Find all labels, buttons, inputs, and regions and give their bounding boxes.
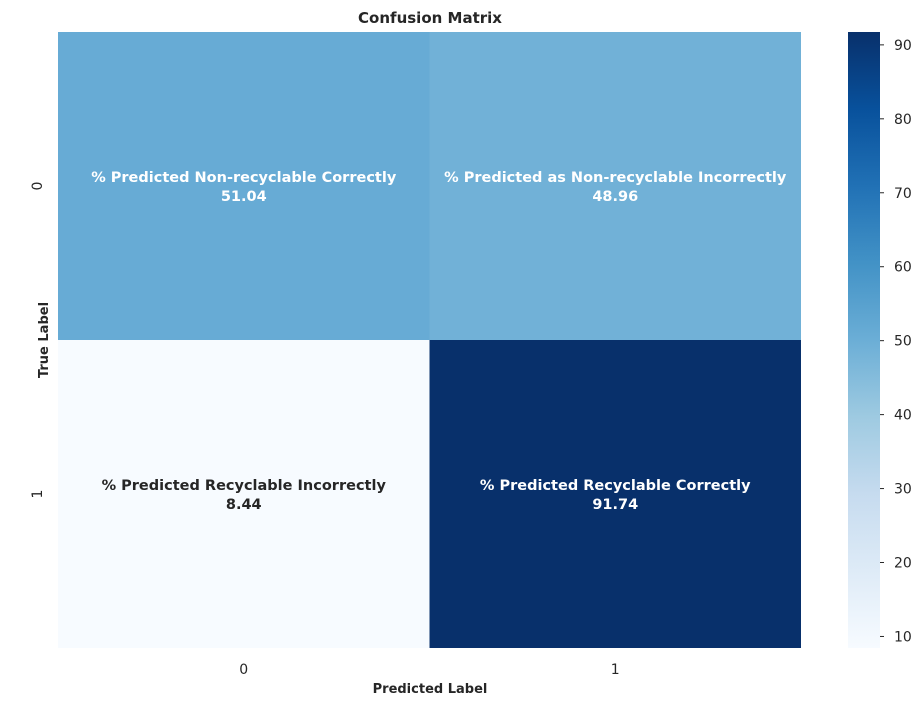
colorbar [848, 32, 880, 648]
heatmap-cell-0-1 [429, 32, 801, 340]
cell-label: % Predicted as Non-recyclable Incorrectl… [444, 170, 787, 186]
cell-label: % Predicted Non-recyclable Correctly [91, 170, 397, 186]
colorbar-tick-label: 80 [894, 112, 912, 128]
colorbar-tick-label: 70 [894, 186, 912, 202]
colorbar-tick-label: 50 [894, 334, 912, 350]
colorbar-tick-label: 60 [894, 260, 912, 276]
cell-value: 48.96 [592, 189, 638, 205]
colorbar-tick-label: 10 [894, 629, 912, 645]
colorbar-tick-label: 30 [894, 482, 912, 498]
y-tick-label: 1 [30, 490, 46, 499]
cell-value: 51.04 [221, 189, 267, 205]
cell-value: 91.74 [592, 497, 638, 513]
x-tick-label: 0 [239, 662, 248, 678]
y-axis-label: True Label [37, 302, 52, 378]
cell-value: 8.44 [226, 497, 262, 513]
colorbar-tick-label: 40 [894, 408, 912, 424]
colorbar-tick-labels: 10 20 30 40 50 60 70 80 90 [880, 38, 912, 645]
colorbar-tick-label: 20 [894, 556, 912, 572]
colorbar-tick-label: 90 [894, 38, 912, 54]
x-axis-label: Predicted Label [373, 682, 488, 697]
heatmap-cells: % Predicted Non-recyclable Correctly 51.0… [58, 32, 801, 648]
cell-label: % Predicted Recyclable Incorrectly [102, 478, 387, 494]
x-tick-label: 1 [611, 662, 620, 678]
heatmap-cell-1-1 [429, 340, 801, 648]
heatmap-cell-0-0 [58, 32, 430, 340]
y-tick-label: 0 [30, 182, 46, 191]
heatmap-cell-1-0 [58, 340, 430, 648]
chart-title: Confusion Matrix [358, 9, 502, 27]
cell-label: % Predicted Recyclable Correctly [480, 478, 751, 494]
y-tick-labels: 01 [30, 182, 46, 499]
